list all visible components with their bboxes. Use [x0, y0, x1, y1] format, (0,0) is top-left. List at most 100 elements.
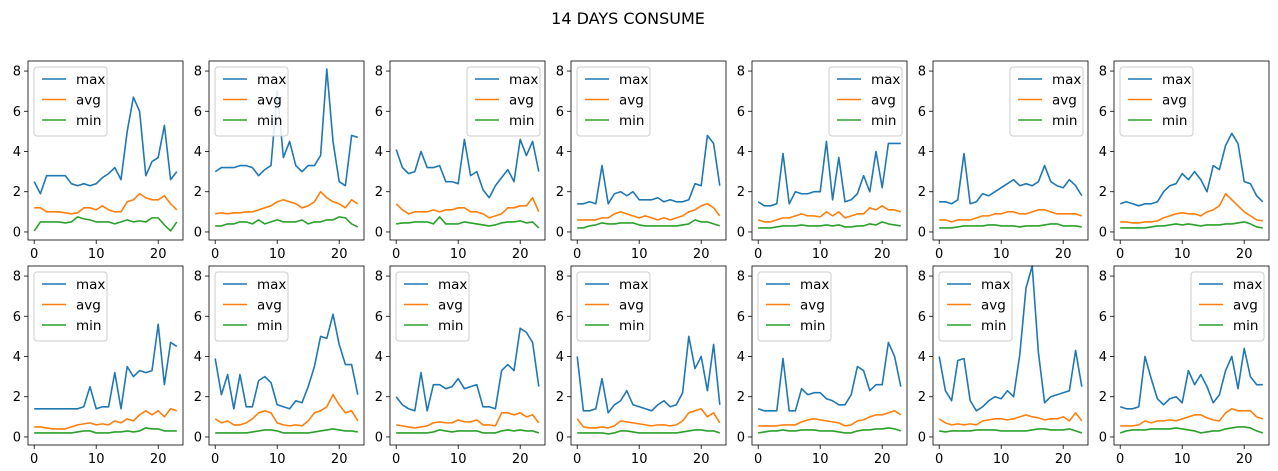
series-line-min: [215, 216, 359, 228]
series-line-min: [758, 221, 901, 229]
y-tick-label: 6: [13, 310, 21, 325]
subplot-12: 0 2 4 6 8 0 10 20 max avg min: [737, 265, 908, 467]
y-tick-label: 2: [13, 185, 21, 200]
legend: max avg min: [214, 271, 289, 342]
axes-frame: [751, 265, 908, 446]
series-line-min: [577, 219, 721, 229]
series-line-max: [34, 323, 178, 410]
y-tick-label: 2: [737, 390, 745, 405]
x-tick-label: 10: [1174, 247, 1191, 262]
x-tick-label: 0: [1116, 452, 1124, 467]
x-tick-label: 10: [631, 452, 648, 467]
axes-frame: [1113, 265, 1270, 446]
y-tick-label: 8: [194, 270, 202, 285]
legend: max avg min: [214, 66, 289, 137]
x-tick-label: 20: [693, 452, 710, 467]
y-tick-label: 2: [737, 185, 745, 200]
legend-label-max: max: [76, 72, 105, 88]
legend: max avg min: [33, 271, 108, 342]
y-tick-label: 6: [918, 105, 926, 120]
x-tick-label: 10: [88, 452, 105, 467]
x-tick-label: 0: [392, 247, 400, 262]
legend-box: [214, 271, 289, 342]
y-tick-label: 6: [375, 105, 383, 120]
y-tick-label: 8: [737, 270, 745, 285]
legend-label-min: min: [438, 318, 463, 334]
legend-label-avg: avg: [257, 298, 282, 314]
subplot-3: 0 2 4 6 8 0 10 20 max avg min: [375, 60, 546, 262]
series-line-min: [1120, 221, 1263, 229]
x-tick-label: 20: [1236, 452, 1253, 467]
legend-box: [938, 271, 1013, 342]
y-tick-label: 0: [737, 225, 745, 240]
axes-frame: [389, 265, 546, 446]
series-line-min: [939, 428, 1083, 434]
series-line-max: [576, 335, 721, 414]
series-line-min: [396, 216, 540, 229]
y-tick-label: 4: [737, 350, 745, 365]
subplot-6: 0 2 4 6 8 0 10 20 max avg min: [918, 60, 1089, 262]
legend-label-min: min: [1162, 113, 1187, 129]
y-tick-label: 4: [737, 145, 745, 160]
legend-label-max: max: [871, 72, 900, 88]
series-line-avg: [214, 393, 359, 427]
series-line-max: [1119, 347, 1263, 410]
series-line-min: [34, 427, 177, 434]
legend-label-avg: avg: [257, 93, 282, 109]
series-line-min: [396, 429, 540, 434]
y-tick-label: 8: [194, 65, 202, 80]
x-tick-label: 0: [935, 247, 943, 262]
x-tick-label: 10: [631, 247, 648, 262]
x-tick-label: 20: [512, 247, 529, 262]
y-tick-label: 4: [13, 145, 21, 160]
y-tick-label: 6: [194, 105, 202, 120]
series-line-max: [395, 327, 540, 412]
x-tick-label: 0: [573, 452, 581, 467]
legend: max avg min: [395, 271, 470, 342]
x-tick-label: 20: [331, 452, 348, 467]
legend: max avg min: [828, 66, 903, 137]
legend-label-min: min: [871, 113, 896, 129]
legend-label-max: max: [619, 277, 648, 293]
y-tick-label: 8: [918, 65, 926, 80]
axes-frame: [208, 265, 365, 446]
axes-frame: [27, 60, 184, 241]
y-tick-label: 6: [556, 310, 564, 325]
axes-frame: [751, 60, 908, 241]
x-tick-label: 20: [1055, 452, 1072, 467]
y-tick-label: 2: [375, 185, 383, 200]
subplot-5: 0 2 4 6 8 0 10 20 max avg min: [737, 60, 908, 262]
series-line-max: [1119, 132, 1264, 207]
y-tick-label: 6: [737, 105, 745, 120]
y-tick-label: 4: [556, 350, 564, 365]
x-tick-label: 10: [450, 247, 467, 262]
y-tick-label: 6: [1099, 310, 1107, 325]
legend: max avg min: [938, 271, 1013, 342]
legend-label-max: max: [509, 72, 538, 88]
legend-label-max: max: [1233, 277, 1262, 293]
x-tick-label: 20: [874, 247, 891, 262]
y-tick-label: 2: [918, 390, 926, 405]
x-tick-label: 0: [30, 452, 38, 467]
y-tick-label: 0: [556, 430, 564, 445]
y-tick-label: 2: [1099, 390, 1107, 405]
x-tick-label: 0: [30, 247, 38, 262]
legend-label-max: max: [257, 72, 286, 88]
y-tick-label: 8: [1099, 270, 1107, 285]
series-line-avg: [576, 407, 721, 429]
y-tick-label: 8: [918, 270, 926, 285]
x-tick-label: 0: [1116, 247, 1124, 262]
legend-label-min: min: [257, 113, 282, 129]
y-tick-label: 4: [918, 350, 926, 365]
series-line-min: [758, 427, 902, 434]
legend: max avg min: [1009, 66, 1084, 137]
legend-label-avg: avg: [619, 298, 644, 314]
legend-label-min: min: [981, 318, 1006, 334]
y-tick-label: 4: [918, 145, 926, 160]
subplot-4: 0 2 4 6 8 0 10 20 max avg min: [556, 60, 727, 262]
series-line-max: [214, 68, 359, 187]
legend-label-avg: avg: [981, 298, 1006, 314]
legend-box: [1009, 66, 1084, 137]
series-line-min: [215, 428, 358, 434]
